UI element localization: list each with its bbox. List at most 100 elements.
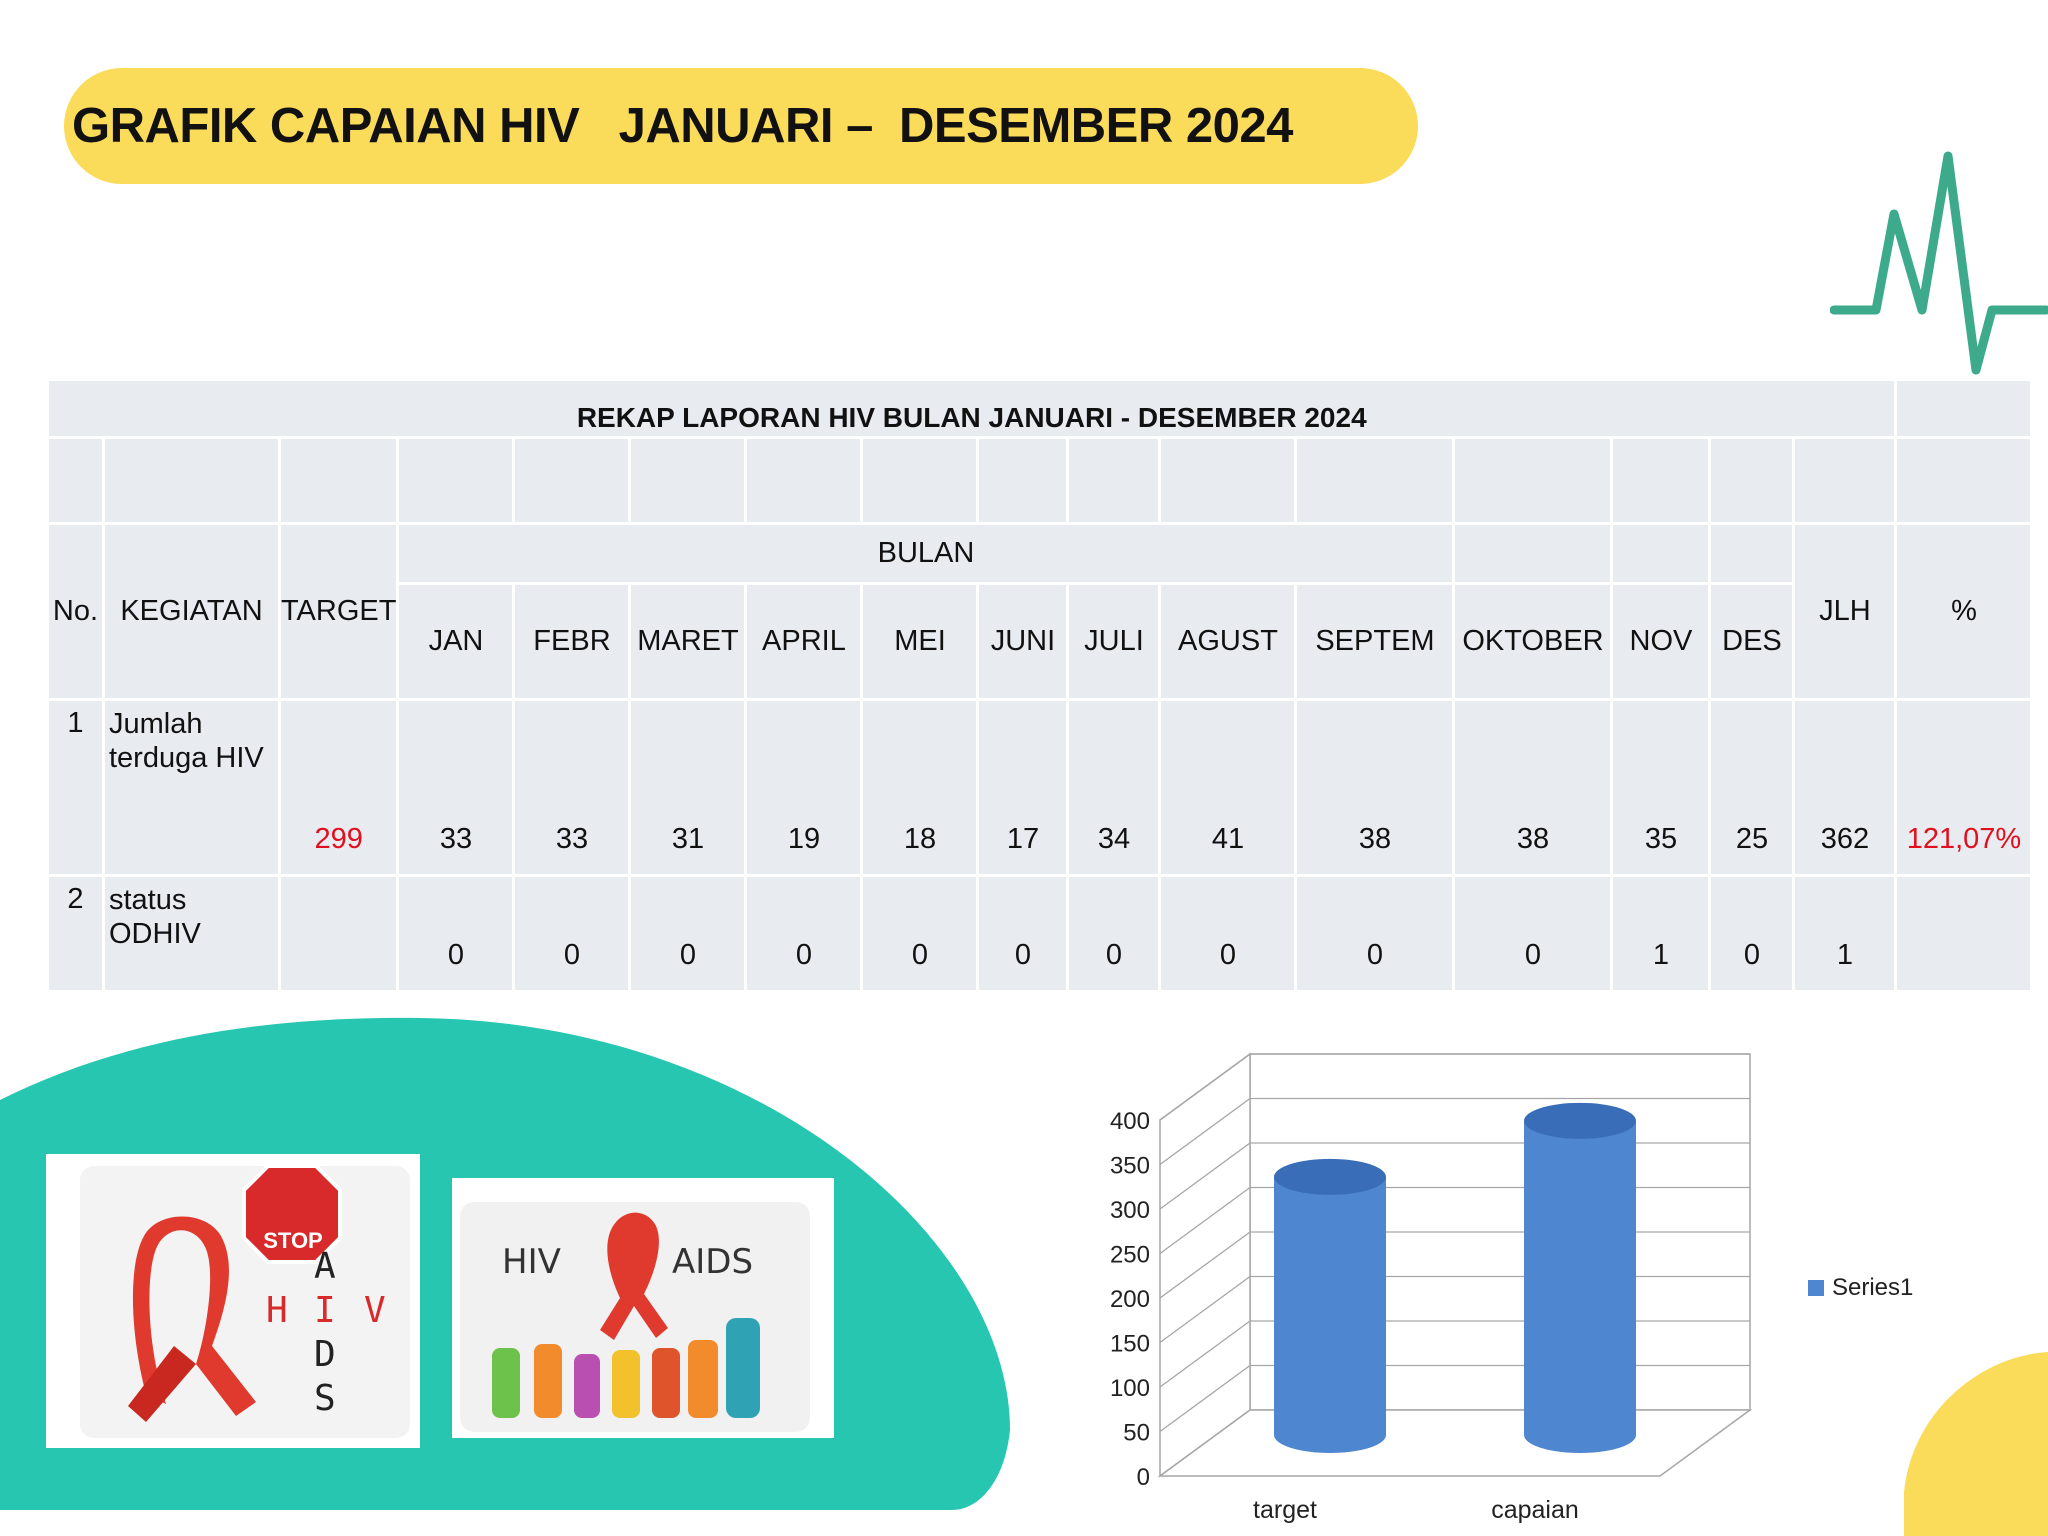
y-tick-label: 200 — [1110, 1286, 1150, 1313]
header-target: TARGET — [277, 522, 400, 701]
month-header: MARET — [628, 582, 748, 701]
header-no: No. — [46, 522, 105, 701]
row-no: 1 — [46, 698, 105, 877]
row-target: 299 — [277, 698, 400, 877]
header-kegiatan: KEGIATAN — [102, 522, 281, 701]
row-value: 38 — [1452, 698, 1614, 877]
row-value: 0 — [1708, 874, 1796, 993]
row-value: 0 — [1158, 874, 1298, 993]
x-tick-label: target — [1253, 1496, 1317, 1524]
row-value: 19 — [744, 698, 864, 877]
header-bulan: BULAN — [396, 522, 1456, 585]
chart-gridline — [1159, 1097, 1251, 1166]
row-value: 0 — [1294, 874, 1456, 993]
stop-aids-image: STOP A I D S H V — [46, 1154, 420, 1448]
aids-letter: D — [314, 1334, 336, 1375]
row-pct — [1894, 874, 2034, 993]
month-header: APRIL — [744, 582, 864, 701]
chart-gridline — [1159, 1275, 1251, 1344]
chart-x-axis: target capaian — [1253, 1496, 1579, 1524]
y-tick-label: 0 — [1137, 1464, 1150, 1491]
row-target — [277, 874, 400, 993]
chart-gridline — [1159, 1053, 1251, 1121]
row-pct: 121,07% — [1894, 698, 2034, 877]
row-value: 1 — [1610, 874, 1712, 993]
stop-sign-label: STOP — [263, 1228, 323, 1253]
row-value: 0 — [628, 874, 748, 993]
heartbeat-icon — [1830, 151, 2048, 375]
row-no: 2 — [46, 874, 105, 993]
header-jlh: JLH — [1792, 522, 1898, 701]
month-header: OKTOBER — [1452, 582, 1614, 701]
table-row: 1 Jumlah terduga HIV 299 33 33 31 19 18 … — [46, 698, 2034, 877]
table-title: REKAP LAPORAN HIV BULAN JANUARI - DESEMB… — [45, 378, 1898, 439]
rekap-table: REKAP LAPORAN HIV BULAN JANUARI - DESEMB… — [45, 378, 2034, 993]
bar-capaian — [1524, 1102, 1636, 1453]
aids-letter: S — [314, 1378, 336, 1419]
chart-legend: Series1 — [1808, 1274, 1913, 1301]
hiv-letter: V — [364, 1290, 386, 1331]
row-value: 41 — [1158, 698, 1298, 877]
row-value: 18 — [860, 698, 980, 877]
row-value: 0 — [744, 874, 864, 993]
month-header: DES — [1708, 582, 1796, 701]
month-header: SEPTEM — [1294, 582, 1456, 701]
row-kegiatan: status ODHIV — [102, 874, 281, 993]
chart-gridline — [1159, 1364, 1251, 1433]
header-pct: % — [1894, 522, 2034, 701]
row-jlh: 1 — [1792, 874, 1898, 993]
title-banner — [64, 68, 1418, 184]
x-tick-label: capaian — [1491, 1496, 1579, 1524]
row-value: 25 — [1708, 698, 1796, 877]
month-header: NOV — [1610, 582, 1712, 701]
chart-gridline — [1159, 1142, 1251, 1210]
y-tick-label: 300 — [1110, 1197, 1150, 1224]
row-jlh: 362 — [1792, 698, 1898, 877]
legend-swatch — [1808, 1280, 1824, 1296]
chart-y-axis: 0 50 100 150 200 250 300 350 400 — [1110, 1108, 1150, 1491]
table-row: 2 status ODHIV 0 0 0 0 0 0 0 0 0 0 1 0 1 — [46, 874, 2034, 993]
month-header: JUNI — [976, 582, 1070, 701]
y-tick-label: 350 — [1110, 1153, 1150, 1180]
row-value: 31 — [628, 698, 748, 877]
legend-label: Series1 — [1832, 1274, 1913, 1301]
aids-label: AIDS — [672, 1242, 754, 1282]
row-value: 35 — [1610, 698, 1712, 877]
bar-top — [1524, 1102, 1636, 1139]
hiv-letter: H — [266, 1290, 288, 1331]
chart-gridline — [1159, 1320, 1251, 1388]
bar-target — [1274, 1158, 1386, 1453]
chart-gridline — [1159, 1186, 1251, 1255]
row-value: 17 — [976, 698, 1070, 877]
hiv-bar-chart: 0 50 100 150 200 250 300 350 400 target capaian S… — [1110, 1052, 1913, 1524]
row-value: 0 — [1452, 874, 1614, 993]
hiv-aids-hands-image: HIV AIDS — [452, 1178, 834, 1438]
row-value: 0 — [1066, 874, 1162, 993]
month-header: AGUST — [1158, 582, 1298, 701]
chart-gridline — [1159, 1231, 1251, 1299]
hiv-label: HIV — [502, 1242, 561, 1282]
month-header: FEBR — [512, 582, 632, 701]
y-tick-label: 400 — [1110, 1108, 1150, 1135]
row-value: 34 — [1066, 698, 1162, 877]
month-header: JAN — [396, 582, 516, 701]
bar-top — [1274, 1158, 1386, 1195]
row-value: 0 — [512, 874, 632, 993]
row-value: 0 — [396, 874, 516, 993]
y-tick-label: 50 — [1123, 1420, 1150, 1447]
month-header: JULI — [1066, 582, 1162, 701]
row-value: 33 — [512, 698, 632, 877]
bar-body — [1524, 1120, 1636, 1453]
row-value: 38 — [1294, 698, 1456, 877]
chart-grid — [1157, 1052, 1753, 1478]
hiv-letter: I — [314, 1290, 336, 1331]
month-header: MEI — [860, 582, 980, 701]
row-value: 0 — [860, 874, 980, 993]
aids-letter: A — [314, 1246, 336, 1287]
y-tick-label: 150 — [1110, 1331, 1150, 1358]
y-tick-label: 250 — [1110, 1242, 1150, 1269]
chart-bars — [1274, 1102, 1636, 1453]
bar-body — [1274, 1176, 1386, 1453]
row-value: 0 — [976, 874, 1070, 993]
row-kegiatan: Jumlah terduga HIV — [102, 698, 281, 877]
